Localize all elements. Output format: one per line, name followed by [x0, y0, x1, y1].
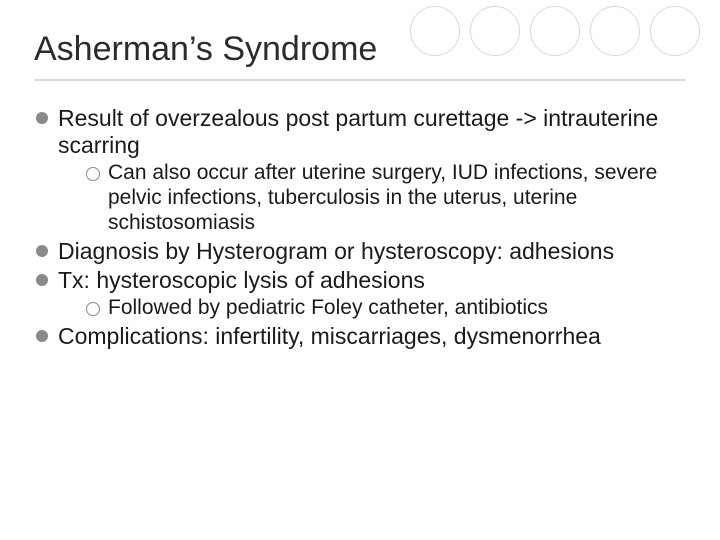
list-item: Complications: infertility, miscarriages…: [36, 323, 686, 350]
list-item-text: Tx: hysteroscopic lysis of adhesions: [58, 267, 425, 293]
slide-title: Asherman’s Syndrome: [34, 30, 686, 81]
slide: Asherman’s Syndrome Result of overzealou…: [0, 0, 720, 540]
sub-list: Can also occur after uterine surgery, IU…: [86, 161, 686, 235]
list-item: Tx: hysteroscopic lysis of adhesions Fol…: [36, 267, 686, 321]
sub-list-item: Followed by pediatric Foley catheter, an…: [86, 296, 686, 321]
sub-list-item-text: Followed by pediatric Foley catheter, an…: [108, 296, 548, 319]
list-item-text: Diagnosis by Hysterogram or hysteroscopy…: [58, 238, 614, 264]
sub-list-item-text: Can also occur after uterine surgery, IU…: [108, 161, 657, 234]
list-item: Result of overzealous post partum curett…: [36, 105, 686, 236]
list-item-text: Result of overzealous post partum curett…: [58, 105, 658, 158]
list-item-text: Complications: infertility, miscarriages…: [58, 323, 601, 349]
bullet-list: Result of overzealous post partum curett…: [36, 105, 686, 350]
sub-list-item: Can also occur after uterine surgery, IU…: [86, 161, 686, 235]
list-item: Diagnosis by Hysterogram or hysteroscopy…: [36, 238, 686, 265]
sub-list: Followed by pediatric Foley catheter, an…: [86, 296, 686, 321]
